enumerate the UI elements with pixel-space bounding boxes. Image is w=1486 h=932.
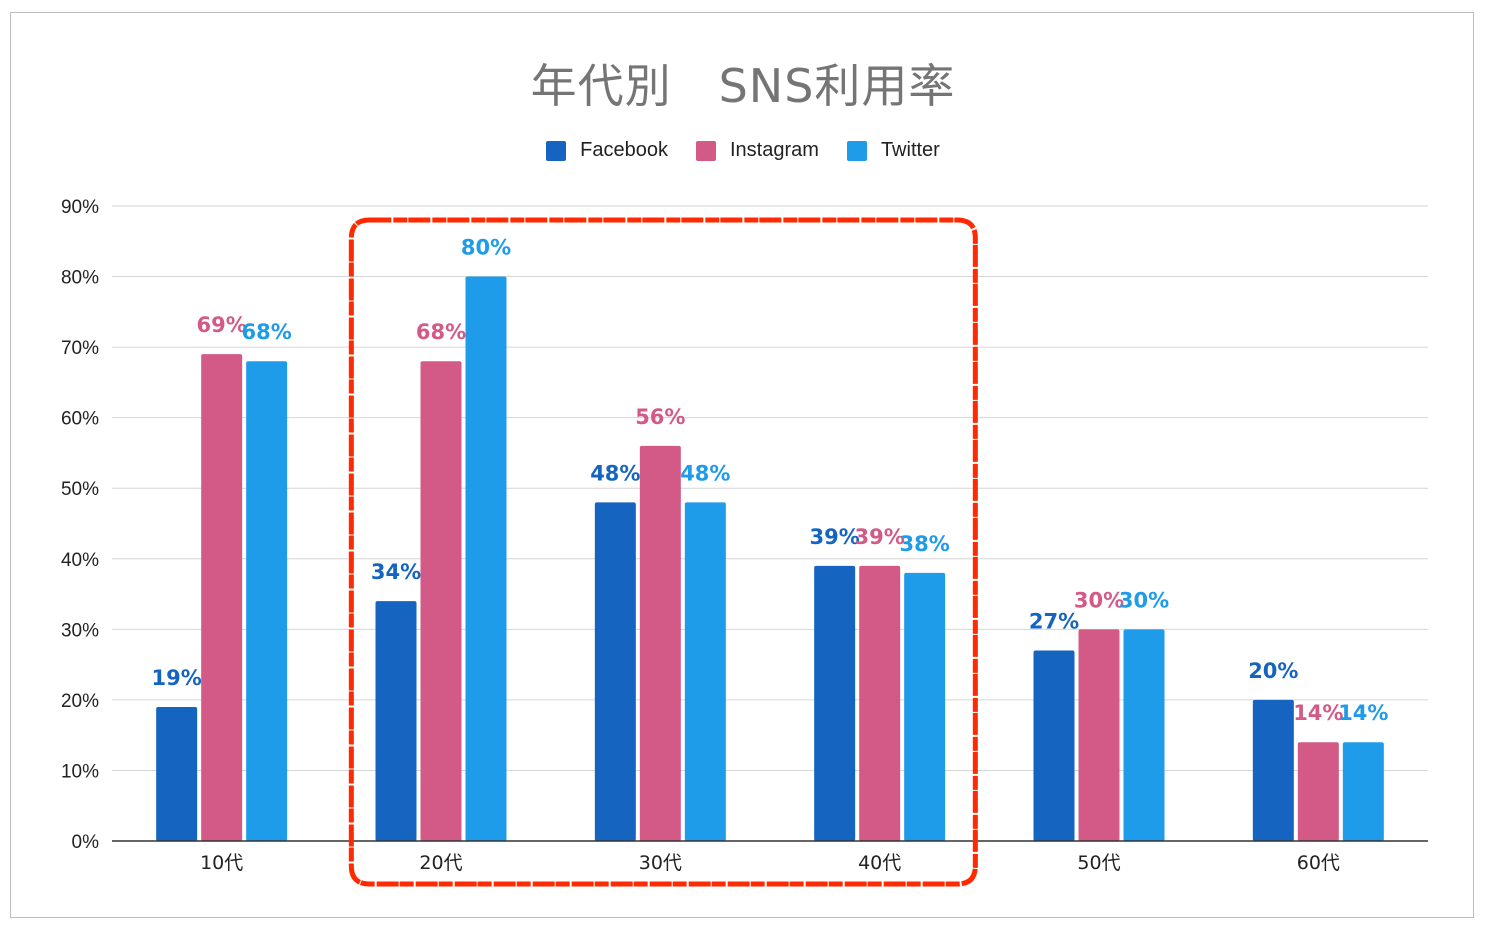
data-label-twitter: 48% xyxy=(680,461,730,485)
x-tick-label: 20代 xyxy=(419,852,462,874)
legend-item-instagram: Instagram xyxy=(696,139,819,162)
bar-facebook xyxy=(1252,699,1294,841)
y-tick-label: 10% xyxy=(61,761,99,782)
bar-instagram xyxy=(639,445,681,841)
bar-instagram xyxy=(859,565,901,841)
y-tick-label: 90% xyxy=(61,197,99,218)
data-label-instagram: 68% xyxy=(416,320,466,344)
data-label-instagram: 56% xyxy=(635,405,685,429)
x-tick-label: 10代 xyxy=(200,852,243,874)
data-label-facebook: 19% xyxy=(152,666,202,690)
data-label-facebook: 27% xyxy=(1029,610,1079,634)
data-label-facebook: 20% xyxy=(1248,659,1298,683)
highlight-box xyxy=(348,217,978,887)
data-label-twitter: 80% xyxy=(461,236,511,260)
legend-swatch-facebook xyxy=(546,140,567,161)
y-tick-label: 20% xyxy=(61,691,99,712)
data-label-facebook: 48% xyxy=(590,461,640,485)
y-tick-label: 40% xyxy=(61,550,99,571)
legend-label-facebook: Facebook xyxy=(580,139,668,161)
legend-swatch-instagram xyxy=(696,140,716,161)
bar-twitter xyxy=(904,572,946,841)
bar-twitter xyxy=(1342,742,1384,841)
data-label-instagram: 14% xyxy=(1293,701,1343,725)
legend-item-twitter: Twitter xyxy=(846,139,940,162)
bar-facebook xyxy=(814,565,856,841)
x-tick-label: 50代 xyxy=(1077,852,1120,874)
chart-title: 年代別 SNS利用率 xyxy=(530,59,956,113)
bar-instagram xyxy=(201,354,243,841)
data-label-instagram: 69% xyxy=(197,313,247,337)
y-tick-label: 0% xyxy=(72,832,100,853)
bar-instagram xyxy=(1297,742,1339,841)
legend-swatch-twitter xyxy=(846,140,867,161)
legend-label-instagram: Instagram xyxy=(730,139,819,161)
y-tick-label: 70% xyxy=(61,338,99,359)
data-label-twitter: 30% xyxy=(1119,588,1169,612)
data-label-facebook: 34% xyxy=(371,560,421,584)
bar-twitter xyxy=(684,502,726,841)
y-tick-label: 80% xyxy=(61,268,99,289)
y-tick-label: 30% xyxy=(61,620,99,641)
y-tick-label: 50% xyxy=(61,479,99,500)
data-label-twitter: 38% xyxy=(900,532,950,556)
data-label-twitter: 14% xyxy=(1338,701,1388,725)
bar-facebook xyxy=(594,502,636,841)
bar-instagram xyxy=(420,361,462,841)
data-label-instagram: 39% xyxy=(855,525,905,549)
bar-twitter xyxy=(1123,629,1165,841)
bar-instagram xyxy=(1078,629,1120,841)
bar-facebook xyxy=(375,601,417,841)
y-tick-label: 60% xyxy=(61,409,99,430)
bar-facebook xyxy=(1033,650,1075,841)
data-label-twitter: 68% xyxy=(242,320,292,344)
bar-facebook xyxy=(156,706,198,841)
data-label-instagram: 30% xyxy=(1074,588,1124,612)
legend-label-twitter: Twitter xyxy=(880,139,940,161)
bar-twitter xyxy=(465,276,507,841)
legend-item-facebook: Facebook xyxy=(546,139,668,162)
chart-legend: Facebook Instagram Twitter xyxy=(0,139,1486,162)
x-tick-label: 60代 xyxy=(1297,852,1340,874)
x-tick-label: 40代 xyxy=(858,852,901,874)
bar-twitter xyxy=(246,361,288,841)
x-tick-label: 30代 xyxy=(639,852,682,874)
data-label-facebook: 39% xyxy=(810,525,860,549)
